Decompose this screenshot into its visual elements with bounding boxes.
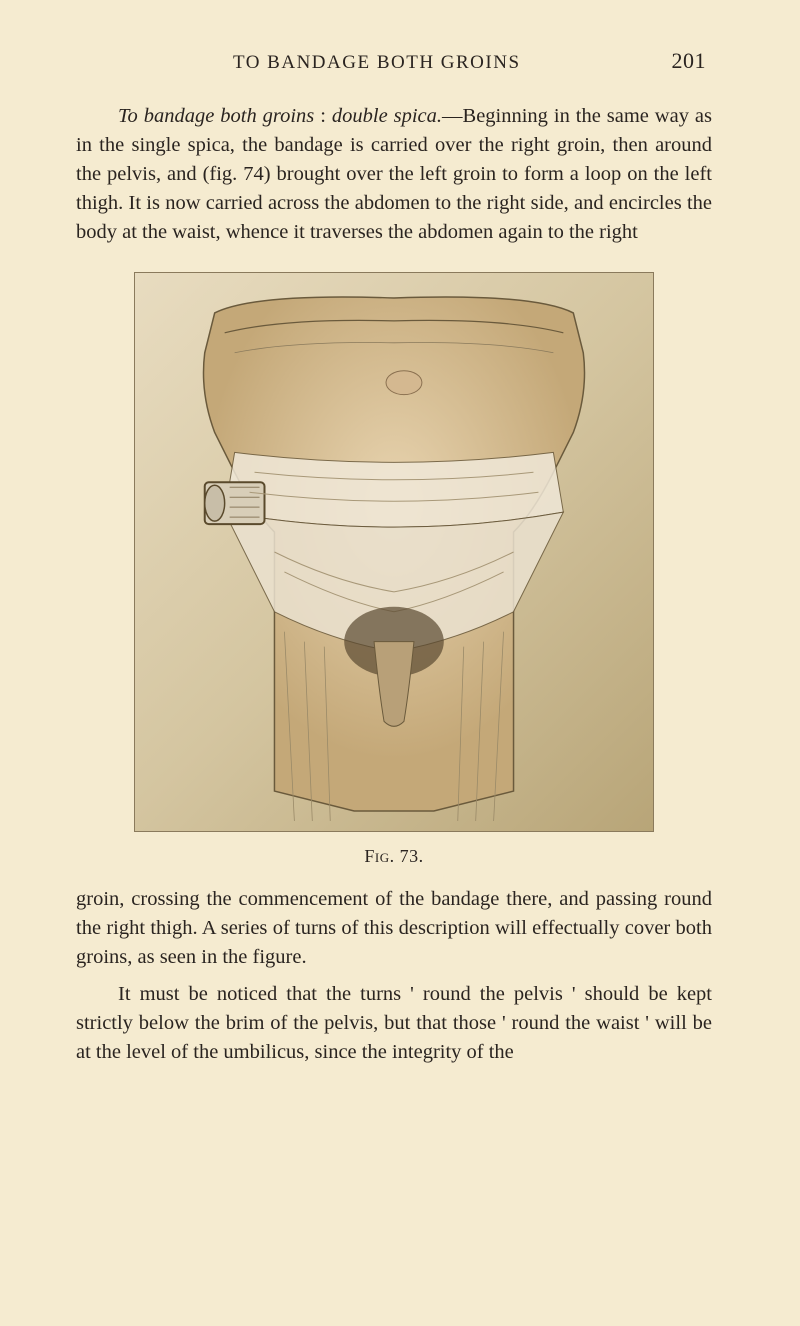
paragraph-2-body: groin, crossing the commencement of the … (76, 888, 712, 968)
lead-phrase-2: double spica. (332, 105, 442, 127)
caption-number: 73. (400, 846, 424, 866)
lead-sep: : (314, 105, 332, 127)
page-header: TO BANDAGE BOTH GROINS 201 (76, 48, 712, 74)
paragraph-2: groin, crossing the commencement of the … (76, 885, 712, 972)
page-number: 201 (672, 48, 707, 74)
figure-container: Fig. 73. (76, 272, 712, 867)
anatomy-illustration-icon (135, 273, 653, 831)
paragraph-3-body: It must be noticed that the turns ' roun… (76, 983, 712, 1063)
figure-illustration (134, 272, 654, 832)
paragraph-1: To bandage both groins : double spica.—B… (76, 102, 712, 248)
caption-prefix: Fig. (364, 846, 394, 866)
running-title: TO BANDAGE BOTH GROINS (82, 52, 672, 74)
paragraph-3: It must be noticed that the turns ' roun… (76, 980, 712, 1067)
figure-caption: Fig. 73. (364, 846, 423, 867)
lead-phrase-1: To bandage both groins (118, 105, 314, 127)
